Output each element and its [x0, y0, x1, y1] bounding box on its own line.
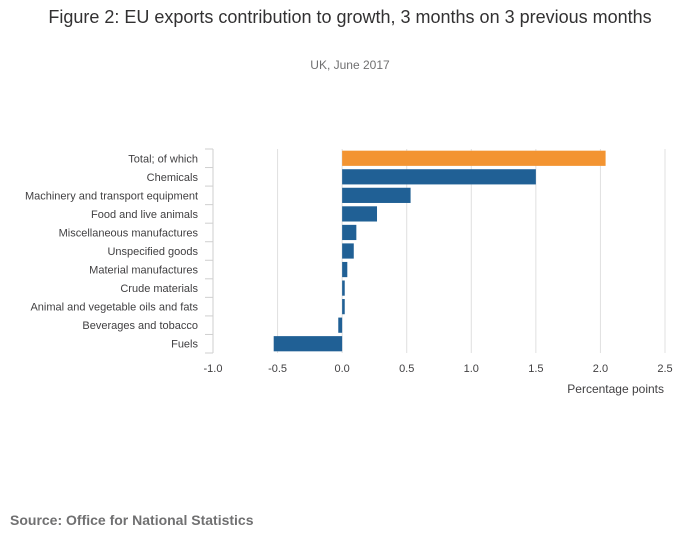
bars [273, 150, 606, 352]
bar [342, 187, 411, 203]
x-tick-label: 0.0 [334, 363, 349, 375]
category-label: Animal and vegetable oils and fats [30, 302, 198, 314]
x-tick-label: 2.5 [657, 363, 672, 375]
category-label: Machinery and transport equipment [25, 190, 198, 202]
category-label: Fuels [171, 339, 198, 351]
x-axis-title: Percentage points [567, 382, 664, 396]
category-label: Unspecified goods [107, 246, 198, 258]
bar [342, 150, 606, 166]
category-label: Chemicals [147, 172, 199, 184]
bar [338, 317, 343, 333]
x-tick-label: 0.5 [399, 363, 414, 375]
category-label: Material manufactures [89, 265, 198, 277]
value-axis: -1.0 -0.5 0.0 0.5 1.0 1.5 2.0 2.5 [204, 363, 673, 375]
category-label: Food and live animals [91, 209, 199, 221]
source-note: Source: Office for National Statistics [10, 512, 254, 528]
bar [342, 299, 345, 315]
category-label: Miscellaneous manufactures [59, 227, 199, 239]
category-label: Crude materials [120, 283, 198, 295]
bar [342, 243, 354, 259]
category-axis: Total; of which Chemicals Machinery and tr… [25, 148, 214, 354]
x-tick-label: -0.5 [268, 363, 287, 375]
chart-subtitle: UK, June 2017 [310, 58, 390, 72]
chart-title: Figure 2: EU exports contribution to gro… [48, 7, 652, 27]
bar [342, 261, 348, 278]
x-tick-label: 1.5 [528, 363, 543, 375]
bar [342, 224, 357, 241]
x-tick-label: -1.0 [204, 363, 223, 375]
bar-chart: Total; of which Chemicals Machinery and tr… [25, 148, 673, 396]
x-tick-label: 1.0 [464, 363, 479, 375]
x-tick-label: 2.0 [593, 363, 608, 375]
bar [273, 336, 343, 352]
bar [342, 169, 536, 185]
bar [342, 280, 345, 296]
bar [342, 206, 378, 222]
category-label: Beverages and tobacco [82, 320, 198, 332]
category-label: Total; of which [128, 153, 198, 165]
